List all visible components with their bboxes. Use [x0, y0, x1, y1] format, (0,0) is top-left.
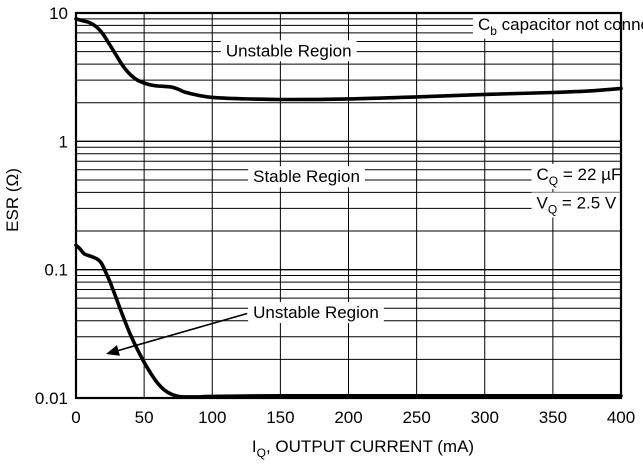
x-tick-label: 50	[135, 408, 154, 427]
y-tick-labels: 10 1 0.1 0.01	[35, 4, 68, 408]
y-axis-label: ESR (Ω)	[3, 168, 22, 232]
annotation-unstable-region-top-text: Unstable Region	[226, 41, 352, 60]
x-tick-label: 200	[334, 408, 362, 427]
x-tick-label: 250	[402, 408, 430, 427]
x-tick-label: 400	[607, 408, 635, 427]
x-tick-label: 0	[71, 408, 80, 427]
x-tick-labels: 0 50 100 150 200 250 300 350 400	[71, 408, 635, 427]
annotation-unstable-region-bottom-text: Unstable Region	[253, 303, 379, 322]
x-tick-label: 150	[266, 408, 294, 427]
series-line-2	[74, 243, 623, 399]
x-tick-label: 100	[198, 408, 226, 427]
x-tick-label: 350	[539, 408, 567, 427]
annotation-stable-region-text: Stable Region	[253, 167, 360, 186]
annotation-arrow-head	[105, 345, 120, 356]
annotation-layer: Unstable Region Stable Region Unstable Reg…	[105, 13, 643, 356]
annotation-cq-value-text: CQ = 22 µF	[537, 165, 622, 188]
series-line-1	[74, 17, 623, 102]
annotation-cq-value: CQ = 22 µF	[531, 163, 627, 189]
annotation-unstable-region-top-background	[220, 40, 357, 62]
annotation-vq-value: VQ = 2.5 V	[531, 192, 622, 218]
y-tick-label: 0.01	[35, 389, 68, 408]
annotation-arrow-line	[118, 312, 248, 352]
y-tick-label: 0.1	[44, 261, 68, 280]
plot-frame	[74, 11, 623, 400]
x-tick-label: 300	[471, 408, 499, 427]
annotation-stable-region-background	[248, 166, 365, 188]
y-tick-label: 1	[59, 132, 68, 151]
annotation-cb-not-connected-text: Cb capacitor not connected	[478, 15, 643, 38]
annotation-unstable-region-top: Unstable Region	[220, 40, 357, 62]
y-tick-label: 10	[49, 4, 68, 23]
x-axis-label: IQ, OUTPUT CURRENT (mA)	[252, 437, 474, 460]
series-layer	[74, 17, 623, 399]
annotation-stable-region: Stable Region	[248, 166, 365, 188]
annotation-cb-not-connected: Cb capacitor not connected	[472, 13, 643, 39]
annotation-cb-not-connected-background	[472, 13, 643, 39]
annotation-unstable-region-bottom-background	[248, 302, 384, 324]
annotation-vq-value-text: VQ = 2.5 V	[537, 193, 617, 216]
annotation-vq-value-background	[531, 192, 622, 218]
annotation-cq-value-background	[531, 163, 627, 189]
annotation-unstable-region-bottom: Unstable Region	[248, 302, 384, 324]
